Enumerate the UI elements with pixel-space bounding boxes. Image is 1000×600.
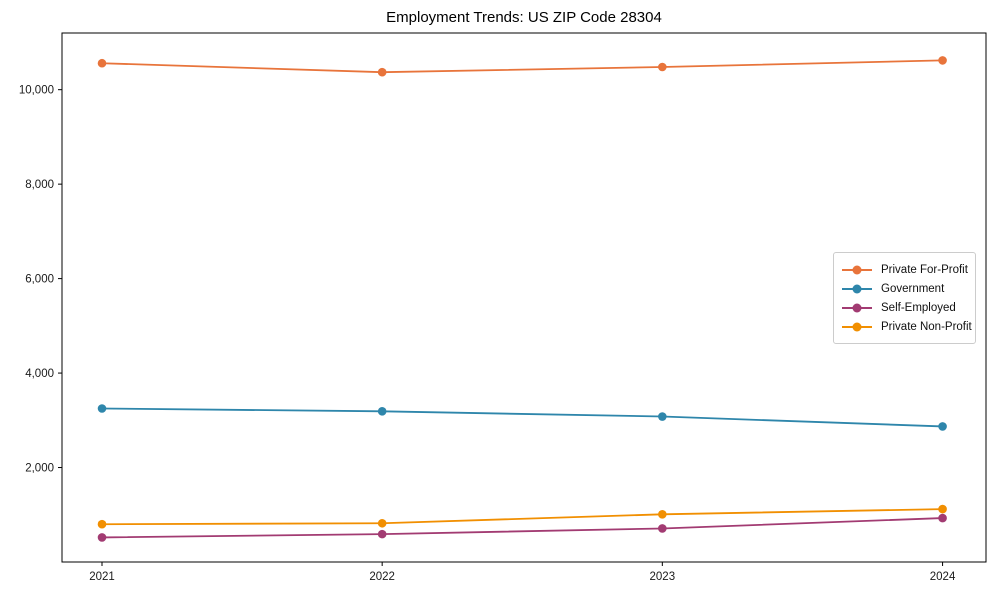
legend-marker-government	[842, 284, 872, 293]
x-tick-label-2024: 2024	[930, 571, 956, 583]
legend: Private For-Profit Government Self-Employe…	[833, 252, 976, 344]
data-point-self-employed-2024	[938, 513, 947, 523]
legend-item-government: Government	[842, 279, 967, 298]
data-point-self-employed-2021	[97, 533, 107, 542]
legend-dot-government	[852, 284, 862, 293]
series-line-government	[101, 407, 944, 428]
y-tick-label: 10,000	[19, 85, 54, 97]
data-point-private-for-profit-2021	[97, 58, 107, 68]
plot-box	[61, 32, 987, 563]
legend-dot-self-employed	[852, 303, 862, 312]
y-tick-label: 6,000	[25, 274, 54, 286]
data-point-private-non-profit-2021	[97, 519, 107, 529]
legend-dot-private-for-profit	[852, 265, 862, 274]
data-point-government-2021	[97, 404, 107, 413]
legend-label-private-non-profit: Private Non-Profit	[881, 320, 972, 333]
data-point-government-2022	[377, 407, 387, 416]
series-line-self-employed	[101, 517, 944, 539]
data-point-private-for-profit-2023	[658, 62, 667, 72]
legend-item-private-non-profit: Private Non-Profit	[842, 317, 972, 336]
series-line-private-for-profit	[101, 59, 944, 74]
data-point-private-for-profit-2022	[377, 67, 387, 77]
legend-marker-self-employed	[842, 303, 872, 312]
legend-marker-private-for-profit	[842, 265, 872, 274]
y-tick-label: 8,000	[25, 179, 54, 191]
legend-dot-private-non-profit	[852, 322, 862, 331]
x-tick-label-2021: 2021	[89, 571, 115, 583]
legend-label-self-employed: Self-Employed	[881, 301, 956, 314]
x-tick-label-2023: 2023	[650, 571, 676, 583]
data-point-government-2023	[658, 412, 667, 421]
x-tick-label-2022: 2022	[369, 571, 395, 583]
data-point-self-employed-2023	[658, 524, 667, 533]
data-point-private-for-profit-2024	[938, 56, 947, 65]
data-point-private-non-profit-2022	[377, 518, 387, 528]
series-line-private-non-profit	[101, 508, 944, 526]
data-point-government-2024	[938, 422, 947, 431]
data-point-private-non-profit-2024	[938, 504, 947, 514]
data-point-self-employed-2022	[377, 529, 387, 539]
legend-item-self-employed: Self-Employed	[842, 298, 967, 317]
data-point-private-non-profit-2023	[658, 509, 667, 519]
chart-title: Employment Trends: US ZIP Code 28304	[386, 9, 662, 26]
y-tick-label: 2,000	[25, 463, 54, 475]
legend-marker-private-non-profit	[842, 322, 872, 331]
y-tick-label: 4,000	[25, 368, 54, 380]
legend-label-government: Government	[881, 282, 945, 295]
legend-label-private-for-profit: Private For-Profit	[881, 263, 968, 276]
legend-item-private-for-profit: Private For-Profit	[842, 260, 968, 279]
